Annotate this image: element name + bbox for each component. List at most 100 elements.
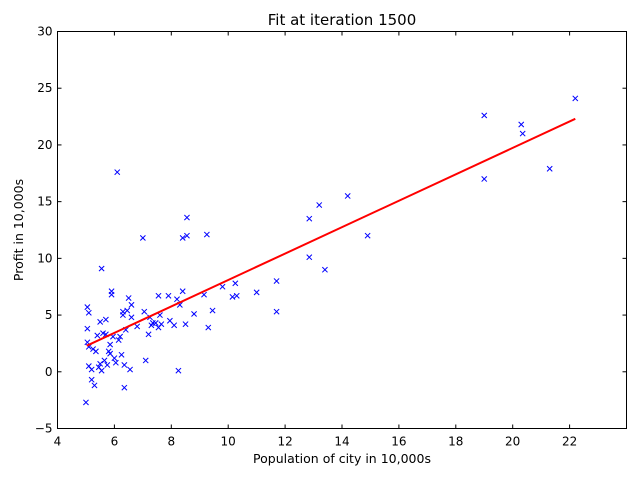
data-point bbox=[572, 95, 579, 102]
data-point bbox=[152, 320, 159, 326]
data-point bbox=[102, 316, 109, 323]
data-point bbox=[98, 265, 105, 272]
data-point bbox=[481, 112, 488, 119]
data-point bbox=[205, 324, 212, 331]
data-point bbox=[121, 384, 128, 391]
x-tick-label: 10 bbox=[221, 435, 236, 449]
y-tick-label: 0 bbox=[45, 365, 53, 379]
y-tick-label: 25 bbox=[37, 81, 52, 95]
x-tick-label: 18 bbox=[448, 435, 463, 449]
data-point bbox=[104, 362, 111, 368]
data-point bbox=[112, 359, 119, 366]
data-point bbox=[91, 382, 98, 389]
data-point bbox=[155, 292, 162, 299]
data-point bbox=[145, 331, 152, 338]
x-tick-label: 14 bbox=[334, 435, 349, 449]
data-point bbox=[273, 308, 280, 315]
data-point bbox=[82, 399, 89, 406]
data-point bbox=[101, 357, 108, 364]
x-axis-label: Population of city in 10,000s bbox=[253, 451, 431, 466]
data-point bbox=[546, 165, 553, 172]
data-point bbox=[97, 360, 104, 367]
data-point bbox=[171, 322, 178, 329]
data-point bbox=[85, 309, 92, 316]
data-point bbox=[233, 292, 240, 299]
data-point bbox=[142, 357, 149, 364]
data-point bbox=[175, 367, 182, 374]
data-point bbox=[114, 169, 121, 176]
plot-layer bbox=[82, 95, 579, 406]
data-point bbox=[158, 321, 165, 328]
y-axis-label: Profit in 10,000s bbox=[11, 179, 26, 281]
data-point bbox=[219, 283, 226, 290]
data-point bbox=[115, 337, 122, 343]
data-point bbox=[165, 292, 172, 299]
chart-title: Fit at iteration 1500 bbox=[268, 11, 417, 29]
data-point bbox=[108, 291, 115, 298]
data-point bbox=[118, 351, 125, 358]
data-point bbox=[203, 231, 210, 238]
data-point bbox=[121, 362, 128, 368]
data-point bbox=[179, 288, 186, 295]
data-point bbox=[518, 121, 525, 128]
data-point bbox=[127, 366, 134, 373]
x-tick-label: 12 bbox=[277, 435, 292, 449]
x-tick-label: 6 bbox=[111, 435, 119, 449]
data-point bbox=[229, 293, 236, 300]
data-point bbox=[107, 350, 114, 357]
data-point bbox=[306, 215, 313, 222]
y-tick-label: 15 bbox=[37, 195, 52, 209]
x-tick-label: 20 bbox=[505, 435, 520, 449]
y-tick-label: −5 bbox=[35, 422, 53, 436]
data-point bbox=[364, 232, 371, 239]
data-point bbox=[128, 301, 135, 308]
data-point bbox=[273, 278, 280, 284]
plot-area bbox=[57, 31, 627, 429]
data-point bbox=[519, 130, 526, 137]
data-point bbox=[321, 266, 328, 273]
data-point bbox=[306, 254, 313, 261]
fit-line bbox=[86, 117, 576, 347]
x-tick-label: 22 bbox=[562, 435, 577, 449]
data-point bbox=[183, 214, 190, 221]
data-point bbox=[98, 367, 105, 374]
data-point bbox=[481, 176, 488, 182]
data-point bbox=[88, 376, 95, 383]
data-point bbox=[344, 193, 351, 199]
data-point bbox=[134, 323, 141, 330]
data-point bbox=[141, 308, 148, 315]
data-point bbox=[88, 366, 95, 373]
x-tick-label: 8 bbox=[167, 435, 175, 449]
y-tick-label: 30 bbox=[37, 25, 52, 39]
data-point bbox=[111, 355, 118, 362]
data-point bbox=[174, 296, 180, 303]
y-tick-label: 20 bbox=[37, 138, 52, 152]
data-point bbox=[166, 317, 173, 324]
data-point bbox=[125, 295, 132, 302]
data-point bbox=[84, 325, 91, 332]
x-tick-label: 4 bbox=[54, 435, 62, 449]
data-point bbox=[124, 307, 131, 314]
data-point bbox=[128, 314, 135, 321]
data-point bbox=[209, 307, 216, 314]
data-point bbox=[182, 321, 189, 328]
data-point bbox=[183, 232, 190, 239]
x-tick-label: 16 bbox=[391, 435, 406, 449]
data-point bbox=[139, 234, 146, 241]
ticks-layer: 4 6 8 10 12 14 16 18 20 22 −5 0 5 10 15 20 25 30 bbox=[35, 25, 627, 449]
data-point bbox=[119, 308, 126, 315]
data-point bbox=[117, 333, 124, 340]
data-point bbox=[253, 289, 260, 296]
data-point bbox=[97, 318, 104, 325]
data-point bbox=[107, 341, 114, 348]
y-tick-label: 10 bbox=[37, 251, 52, 265]
data-point bbox=[92, 348, 99, 355]
data-point bbox=[94, 332, 101, 339]
data-point bbox=[232, 280, 239, 287]
data-point bbox=[179, 234, 186, 241]
data-point bbox=[191, 310, 198, 317]
data-point bbox=[84, 304, 91, 311]
y-tick-label: 5 bbox=[45, 308, 53, 322]
data-point bbox=[316, 202, 323, 208]
